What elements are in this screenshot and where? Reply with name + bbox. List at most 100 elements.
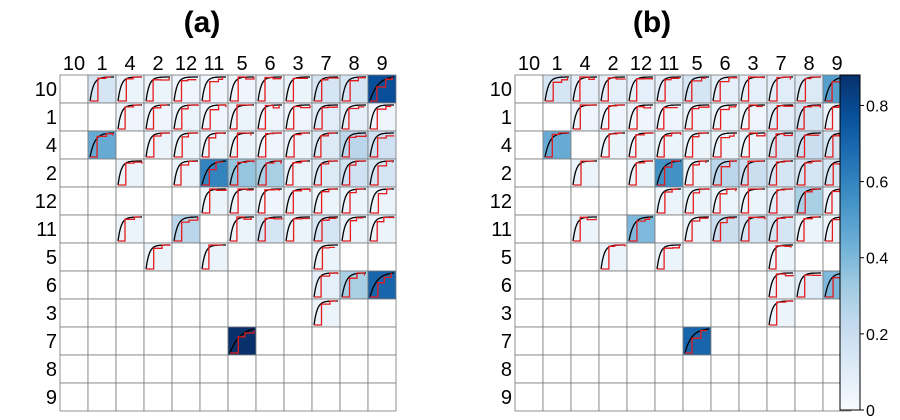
empirical-cdf-curve <box>769 188 793 214</box>
heatmap-cell <box>367 326 397 356</box>
empirical-cdf-curve <box>370 188 392 214</box>
row-label: 2 <box>46 163 57 185</box>
empirical-cdf-curve <box>342 106 365 130</box>
empirical-cdf-curve <box>370 160 393 186</box>
empirical-cdf-curve <box>629 106 652 130</box>
heatmap-cell <box>598 186 628 216</box>
model-cdf-curve <box>656 104 681 130</box>
heatmap-cell <box>227 326 257 356</box>
row-label: 7 <box>501 331 512 353</box>
empirical-cdf-curve <box>769 273 794 298</box>
heatmap-cell <box>738 242 768 272</box>
row-label: 8 <box>46 359 57 381</box>
model-cdf-curve <box>341 132 366 158</box>
column-label: 8 <box>348 53 359 75</box>
model-cdf-curve <box>313 104 338 130</box>
heatmap-cell <box>59 130 89 160</box>
heatmap-cell <box>654 298 684 328</box>
model-cdf-curve <box>145 76 170 102</box>
empirical-cdf-curve <box>797 160 822 186</box>
empirical-cdf-curve <box>314 77 339 102</box>
model-cdf-curve <box>628 104 653 130</box>
heatmap-cell <box>682 298 712 328</box>
column-label: 5 <box>236 53 247 75</box>
model-cdf-curve <box>796 272 821 298</box>
empirical-cdf-curve <box>741 104 763 130</box>
model-cdf-curve <box>712 132 737 158</box>
heatmap-cell <box>339 298 369 328</box>
heatmap-cell <box>514 214 544 244</box>
heatmap-cell <box>87 382 117 412</box>
heatmap-cell <box>766 382 796 412</box>
empirical-cdf-curve <box>797 134 820 158</box>
heatmap-cell <box>255 354 285 384</box>
heatmap-cell <box>514 382 544 412</box>
empirical-cdf-curve <box>230 160 255 186</box>
empirical-cdf-curve <box>685 188 710 214</box>
heatmap-cell <box>542 326 572 356</box>
heatmap-cell <box>710 382 740 412</box>
heatmap-cell <box>227 382 257 412</box>
heatmap-cell <box>626 326 656 356</box>
empirical-cdf-curve <box>797 76 821 102</box>
heatmap-cell <box>115 130 145 160</box>
empirical-cdf-curve <box>342 188 365 214</box>
colorbar-ticks: 0 0.2 0.4 0.6 0.8 <box>860 98 888 420</box>
empirical-cdf-curve <box>314 246 336 270</box>
empirical-cdf-curve <box>314 188 338 214</box>
empirical-cdf-curve <box>202 188 227 214</box>
column-label: 10 <box>518 53 540 75</box>
empirical-cdf-curve <box>601 77 626 102</box>
column-label: 7 <box>775 53 786 75</box>
heatmap-cell <box>171 382 201 412</box>
empirical-cdf-curve <box>769 300 794 326</box>
heatmap-cell <box>570 382 600 412</box>
heatmap-cell <box>682 242 712 272</box>
heatmap-cell <box>598 382 628 412</box>
heatmap-cell <box>626 186 656 216</box>
heatmap-cell <box>570 242 600 272</box>
row-label: 8 <box>501 359 512 381</box>
heatmap-cell <box>59 186 89 216</box>
column-label: 10 <box>63 53 85 75</box>
heatmap-cell <box>794 326 824 356</box>
heatmap-cell <box>598 158 628 188</box>
empirical-cdf-curve <box>629 160 653 186</box>
heatmap-cell <box>283 270 313 300</box>
heatmap-cell <box>199 326 229 356</box>
heatmap-cell <box>283 326 313 356</box>
heatmap-cell <box>626 382 656 412</box>
row-label: 12 <box>35 191 57 213</box>
heatmap-cell <box>227 270 257 300</box>
model-cdf-curve <box>628 76 653 102</box>
heatmap-cell <box>59 382 89 412</box>
model-cdf-curve <box>257 216 282 242</box>
empirical-cdf-curve <box>286 217 310 242</box>
heatmap-cell <box>283 298 313 328</box>
empirical-cdf-curve <box>797 274 822 298</box>
heatmap-cell <box>682 354 712 384</box>
empirical-cdf-curve <box>314 300 337 326</box>
empirical-cdf-curve <box>230 216 252 242</box>
heatmap-cell <box>87 298 117 328</box>
empirical-cdf-curve <box>713 217 735 242</box>
heatmap-cell <box>710 242 740 272</box>
column-label: 11 <box>659 53 680 75</box>
empirical-cdf-curve <box>657 188 679 214</box>
heatmap-cell <box>514 74 544 104</box>
empirical-cdf-curve <box>146 244 171 270</box>
model-cdf-curve <box>341 76 366 102</box>
heatmap-cell <box>514 326 544 356</box>
heatmap-cell <box>794 382 824 412</box>
heatmap-cell <box>682 382 712 412</box>
row-label: 11 <box>36 219 57 241</box>
heatmap-cell <box>598 270 628 300</box>
heatmap-cell <box>171 298 201 328</box>
heatmap-cell <box>794 354 824 384</box>
heatmap-cell <box>255 382 285 412</box>
empirical-cdf-curve <box>797 105 822 130</box>
empirical-cdf-curve <box>90 133 114 158</box>
colorbar-tick-label: 0 <box>866 403 875 420</box>
